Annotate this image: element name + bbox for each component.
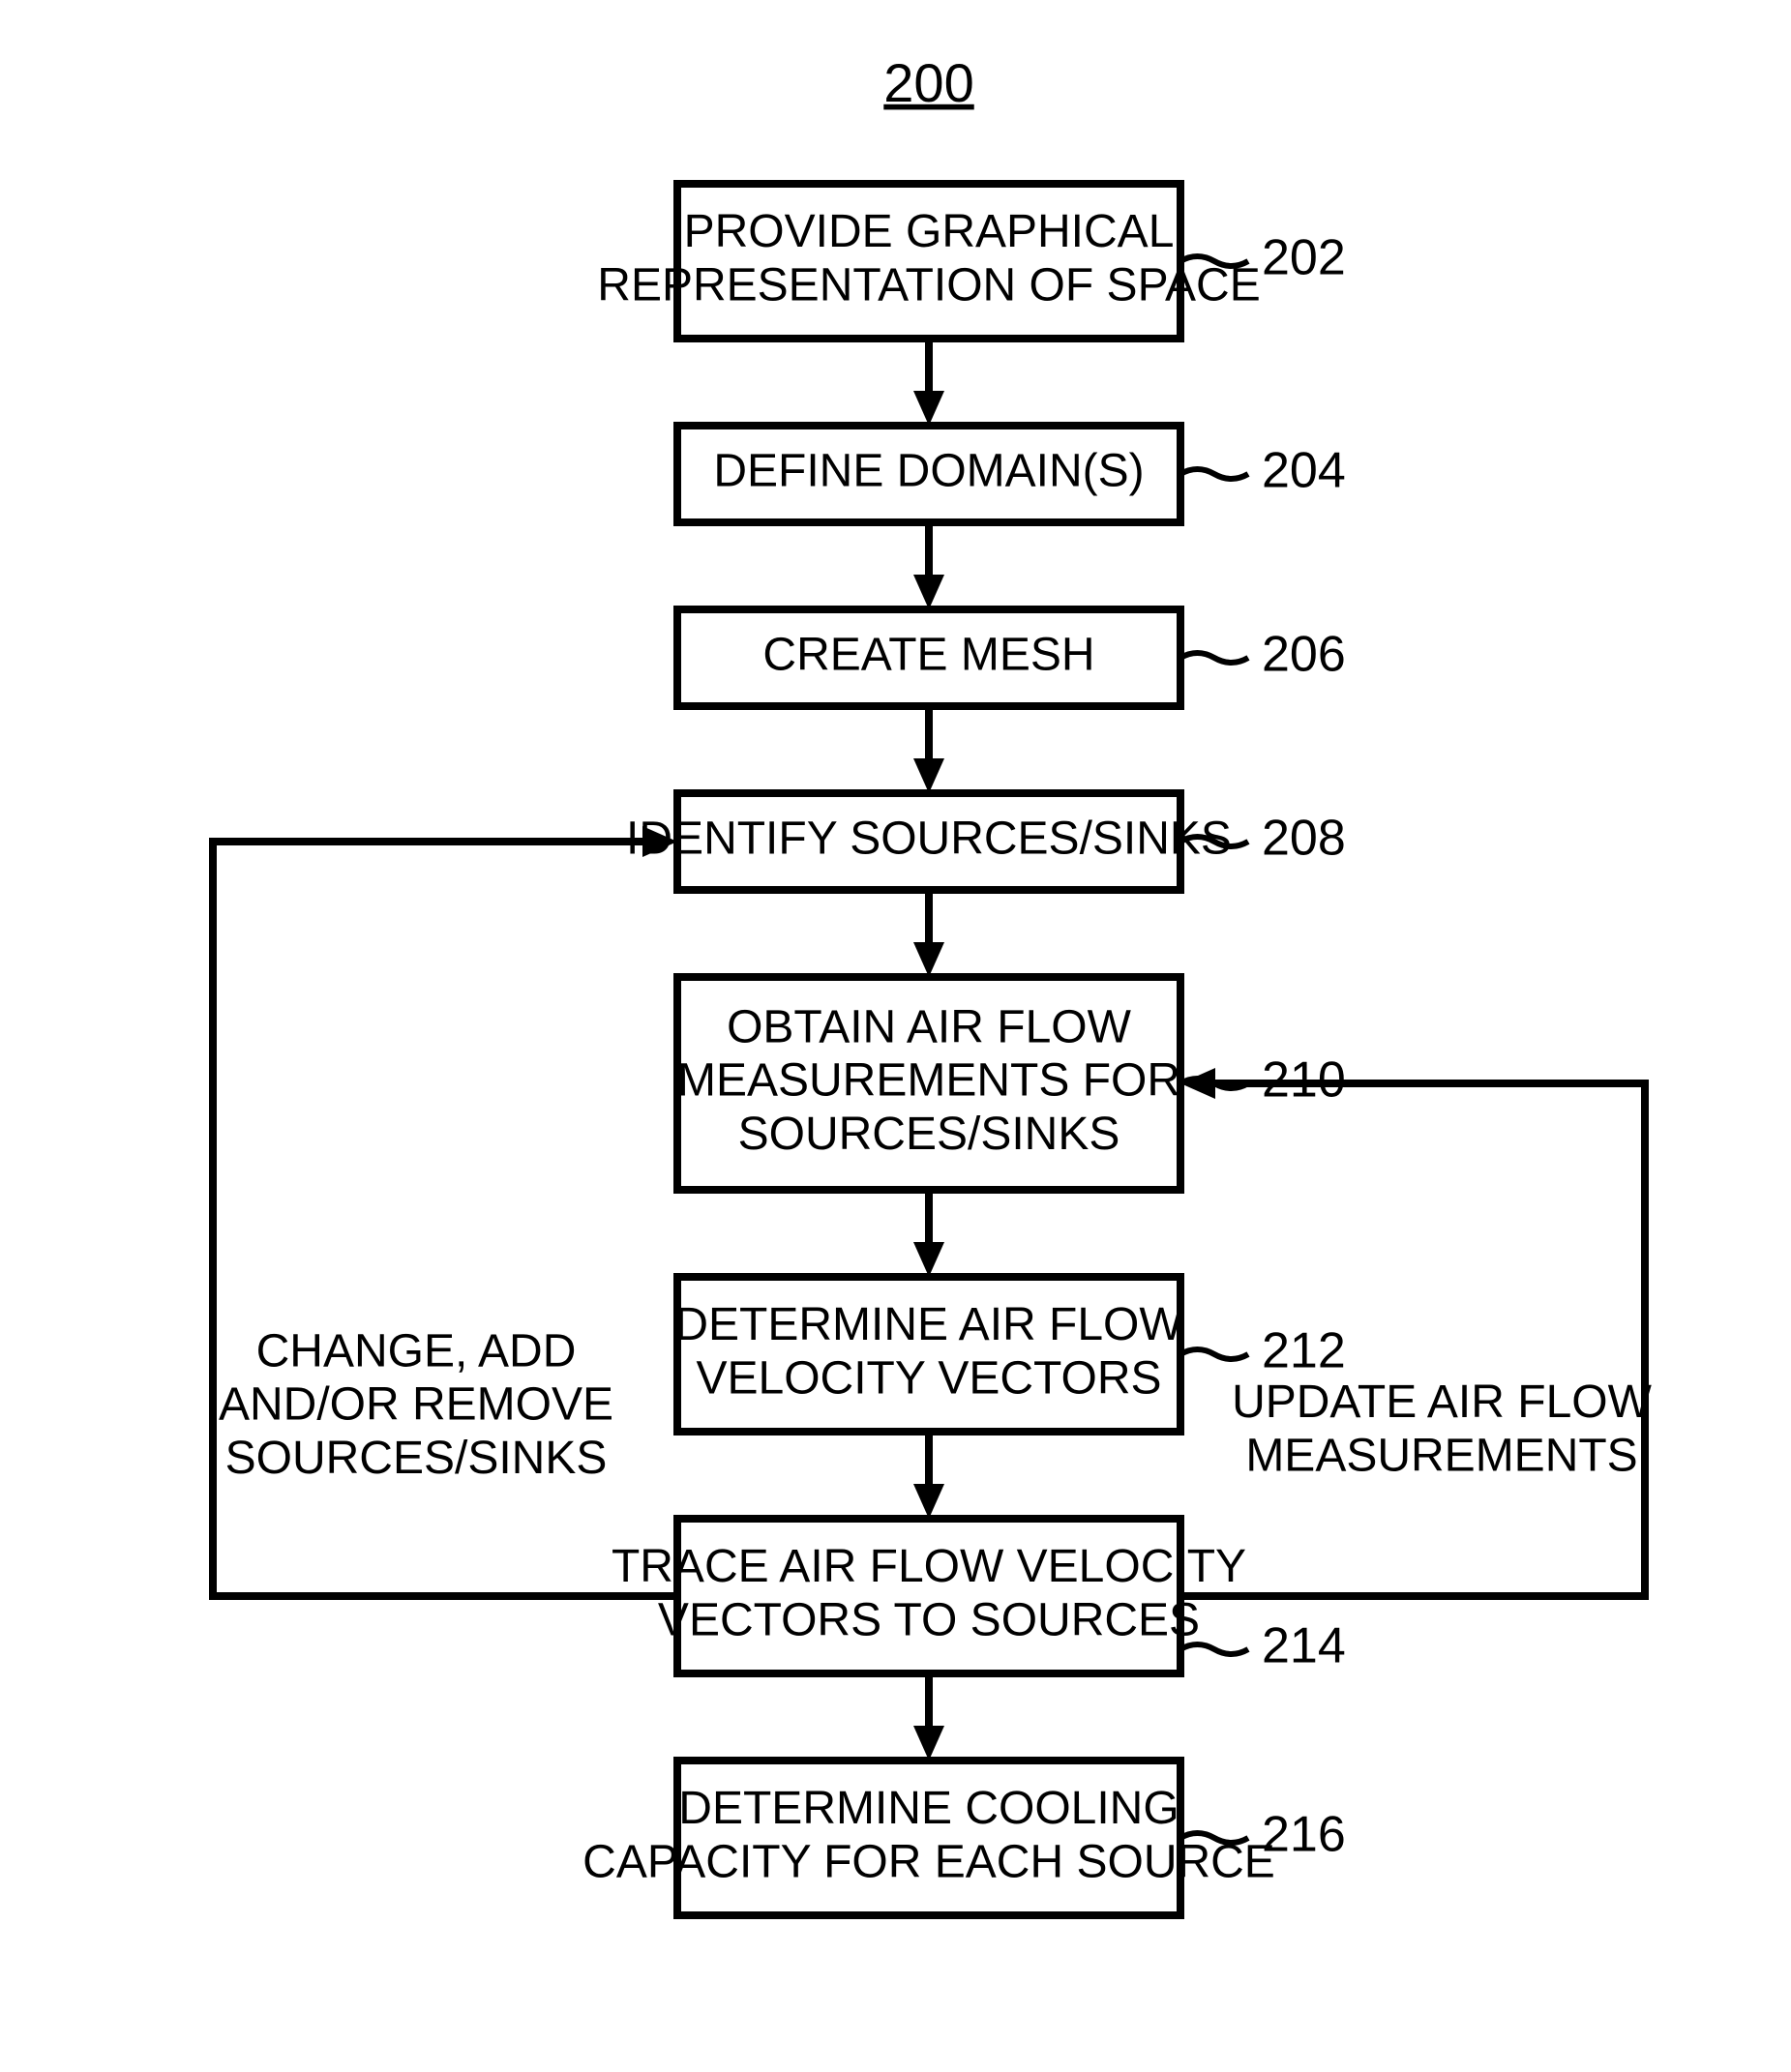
- flow-step-label: DEFINE DOMAIN(S): [713, 446, 1144, 497]
- flow-step-label: CREATE MESH: [762, 630, 1094, 681]
- feedback-right-edge: [1180, 1083, 1645, 1596]
- flow-step-label: PROVIDE GRAPHICAL: [684, 206, 1175, 257]
- arrowhead: [913, 1242, 944, 1277]
- reference-number: 208: [1262, 811, 1346, 867]
- reference-connector: [1180, 469, 1248, 479]
- reference-number: 216: [1262, 1807, 1346, 1863]
- reference-number: 204: [1262, 443, 1346, 499]
- figure-title: 200: [883, 52, 973, 113]
- flowchart-figure: 200 PROVIDE GRAPHICALREPRESENTATION OF SP…: [0, 0, 1791, 2072]
- flow-step-label: MEASUREMENTS FOR: [677, 1055, 1180, 1107]
- flow-step-label: IDENTIFY SOURCES/SINKS: [626, 814, 1232, 865]
- flow-step-label: VECTORS TO SOURCES: [658, 1594, 1200, 1645]
- flow-step-label: DETERMINE AIR FLOW: [674, 1299, 1183, 1350]
- reference-number: 206: [1262, 627, 1346, 683]
- reference-number: 202: [1262, 230, 1346, 286]
- reference-number: 214: [1262, 1618, 1346, 1674]
- feedback-right-label: MEASUREMENTS: [1245, 1430, 1637, 1481]
- reference-number: 210: [1262, 1052, 1346, 1109]
- feedback-left-label: CHANGE, ADD: [256, 1325, 577, 1376]
- feedback-left-label: SOURCES/SINKS: [225, 1433, 608, 1484]
- arrowhead: [913, 1726, 944, 1761]
- arrowhead: [913, 575, 944, 609]
- flow-step-label: TRACE AIR FLOW VELOCITY: [612, 1541, 1246, 1592]
- flow-step-label: CAPACITY FOR EACH SOURCE: [582, 1836, 1275, 1887]
- reference-number: 212: [1262, 1323, 1346, 1379]
- flow-step-label: SOURCES/SINKS: [738, 1109, 1120, 1160]
- reference-connector: [1180, 653, 1248, 663]
- feedback-right-label: UPDATE AIR FLOW: [1232, 1376, 1653, 1428]
- arrowhead: [913, 391, 944, 426]
- flow-step-label: DETERMINE COOLING: [678, 1783, 1179, 1834]
- feedback-left-label: AND/OR REMOVE: [219, 1379, 613, 1431]
- reference-connector: [1180, 1644, 1248, 1654]
- flow-step-label: VELOCITY VECTORS: [696, 1352, 1161, 1404]
- flow-step-label: REPRESENTATION OF SPACE: [597, 259, 1260, 311]
- arrowhead: [913, 758, 944, 793]
- reference-connector: [1180, 1349, 1248, 1359]
- arrowhead: [913, 942, 944, 977]
- flow-step-label: OBTAIN AIR FLOW: [727, 1001, 1132, 1052]
- arrowhead: [913, 1484, 944, 1519]
